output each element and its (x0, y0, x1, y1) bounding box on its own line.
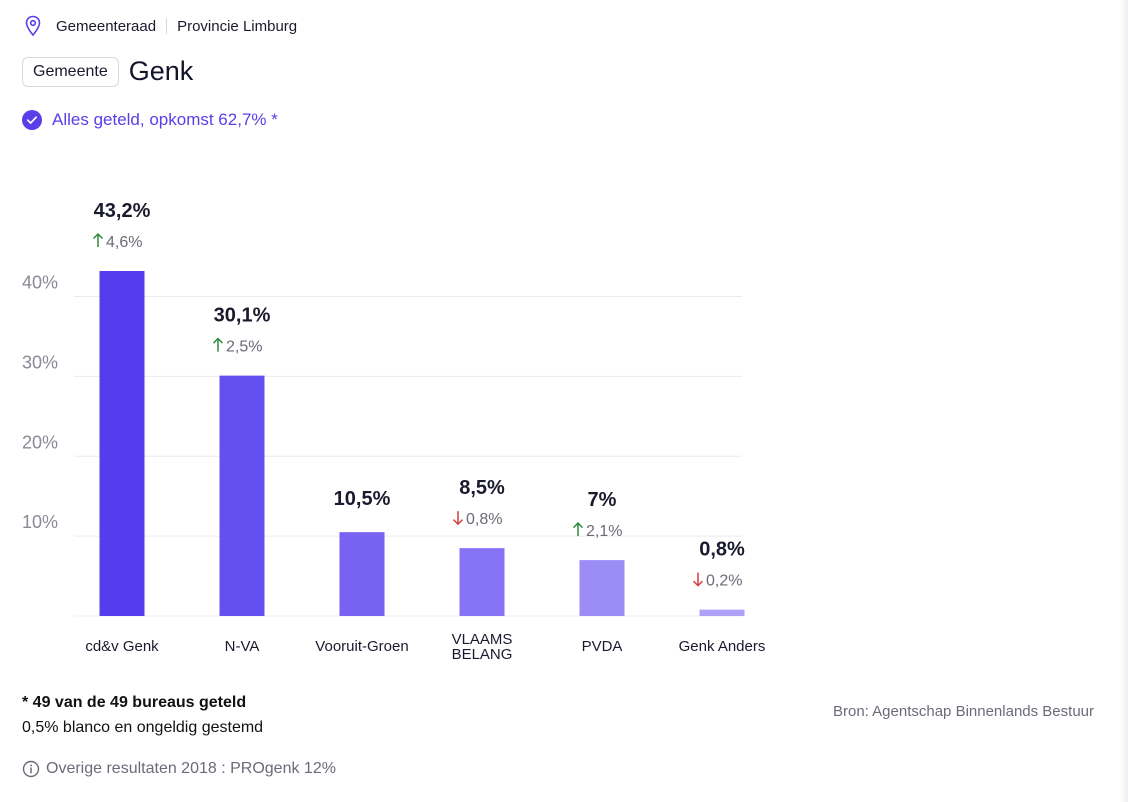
change-label: 2,5% (226, 339, 262, 356)
data-label: 43,2% (94, 200, 151, 222)
results-bar-chart: 10% 20% 30% 40% 43,2% 4,6% cd&v Genk 30,1% 2,5% N… (22, 200, 766, 663)
municipality-chip: Gemeente (22, 56, 119, 87)
category-label: VLAAMS BELANG (452, 631, 513, 663)
data-label: 8,5% (459, 477, 505, 499)
bar (219, 375, 265, 616)
info-circle-icon (22, 760, 40, 778)
arrow-up-icon (92, 232, 104, 247)
arrow-down-icon (452, 511, 464, 526)
y-tick-label: 10% (22, 512, 58, 532)
scroll-edge (1120, 0, 1128, 802)
category-label: N-VA (225, 638, 260, 655)
arrow-down-icon (692, 572, 704, 587)
bureaus-note: * 49 van de 49 bureaus geteld (22, 694, 247, 711)
data-label: 10,5% (334, 488, 391, 510)
location-pin-icon (25, 15, 41, 37)
y-tick-label: 30% (22, 352, 58, 372)
breadcrumb: Gemeenteraad Provincie Limburg (24, 14, 297, 38)
change-label: 0,8% (466, 511, 502, 528)
bar (579, 560, 625, 616)
source-label: Bron: Agentschap Binnenlands Bestuur (832, 703, 1094, 720)
change-label: 4,6% (106, 234, 142, 251)
bar (699, 609, 745, 616)
data-label: 7% (588, 489, 617, 511)
change-label: 2,1% (586, 523, 622, 540)
bar (99, 271, 145, 616)
blank-votes-note: 0,5% blanco en ongeldig gestemd (22, 719, 264, 736)
breadcrumb-separator (166, 18, 168, 34)
category-label: Genk Anders (679, 638, 766, 655)
breadcrumb-item-provincie[interactable]: Provincie Limburg (177, 17, 298, 35)
bar (459, 548, 505, 616)
title-row: Gemeente Genk (22, 56, 193, 87)
other-results[interactable]: Overige resultaten 2018 : PROgenk 12% (22, 760, 336, 778)
other-results-text: Overige resultaten 2018 : PROgenk 12% (46, 760, 336, 777)
data-label: 30,1% (214, 305, 271, 327)
check-circle-icon (22, 110, 42, 130)
y-tick-label: 40% (22, 273, 58, 293)
arrow-up-icon (572, 522, 584, 537)
arrow-up-icon (212, 337, 224, 352)
data-label: 0,8% (699, 539, 745, 561)
footnotes: * 49 van de 49 bureaus geteld 0,5% blanc… (22, 690, 263, 740)
category-label: PVDA (582, 638, 623, 655)
category-label: Vooruit-Groen (315, 638, 408, 655)
breadcrumb-item-gemeenteraad[interactable]: Gemeenteraad (56, 17, 157, 35)
count-status: Alles geteld, opkomst 62,7% * (22, 110, 278, 130)
category-label: cd&v Genk (85, 638, 159, 655)
count-status-text: Alles geteld, opkomst 62,7% * (52, 110, 278, 129)
page-title: Genk (128, 56, 194, 86)
change-label: 0,2% (706, 573, 742, 590)
bar (339, 532, 385, 616)
y-tick-label: 20% (22, 432, 58, 452)
